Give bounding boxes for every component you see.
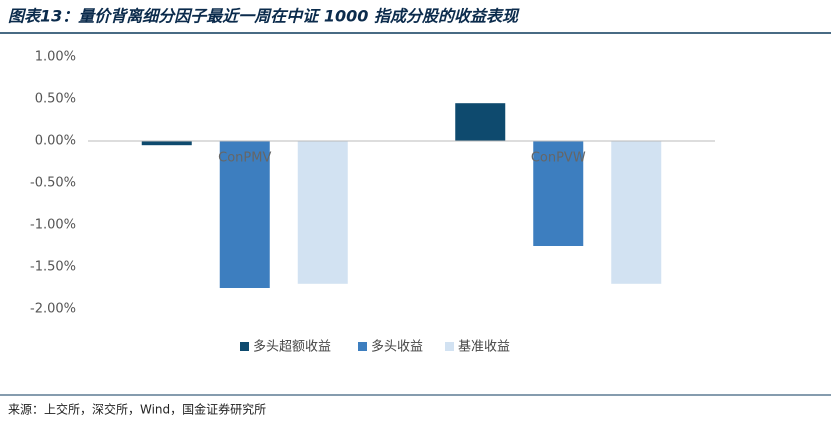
source: 来源：上交所，深交所，Wind，国金证券研究所	[8, 402, 266, 417]
y-tick-label: -1.50%	[30, 260, 76, 275]
figure-title: 图表13：量价背离细分因子最近一周在中证 1000 指成分股的收益表现	[8, 7, 520, 26]
legend-label: 基准收益	[458, 340, 510, 355]
y-tick-label: -2.00%	[30, 302, 76, 317]
x-tick-label: ConPVW	[531, 151, 586, 166]
legend-swatch	[445, 342, 454, 351]
bar	[455, 103, 506, 141]
legend-swatch	[358, 342, 367, 351]
bar	[611, 141, 662, 284]
y-tick-label: -1.00%	[30, 218, 76, 233]
y-tick-label: 0.50%	[35, 92, 76, 107]
bar	[533, 141, 584, 246]
bar	[141, 141, 192, 146]
bar	[219, 141, 270, 288]
legend-label: 多头收益	[371, 339, 423, 355]
x-tick-label: ConPMV	[218, 151, 271, 166]
legend-swatch	[240, 342, 249, 351]
y-tick-label: 1.00%	[35, 50, 76, 65]
legend-label: 多头超额收益	[253, 339, 331, 355]
y-tick-label: -0.50%	[30, 176, 76, 191]
y-tick-label: 0.00%	[35, 134, 76, 149]
bar	[297, 141, 348, 284]
